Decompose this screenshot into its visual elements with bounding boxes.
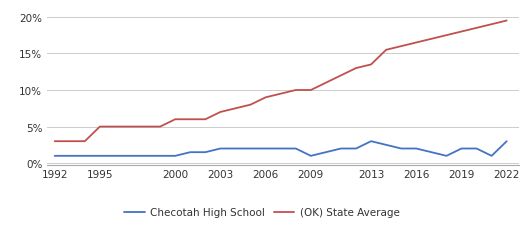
(OK) State Average <box>97 126 103 128</box>
Checotah High School <box>232 147 238 150</box>
Checotah High School <box>127 155 133 158</box>
Checotah High School <box>278 147 284 150</box>
Checotah High School <box>413 147 419 150</box>
Checotah High School <box>308 155 314 158</box>
Checotah High School <box>292 147 299 150</box>
(OK) State Average <box>473 27 479 30</box>
Checotah High School <box>368 140 374 143</box>
Checotah High School <box>338 147 344 150</box>
(OK) State Average <box>398 46 405 48</box>
(OK) State Average <box>247 104 254 106</box>
Checotah High School <box>67 155 73 158</box>
Checotah High School <box>488 155 495 158</box>
(OK) State Average <box>383 49 389 52</box>
(OK) State Average <box>217 111 224 114</box>
(OK) State Average <box>187 118 193 121</box>
(OK) State Average <box>142 126 148 128</box>
(OK) State Average <box>323 82 329 85</box>
(OK) State Average <box>172 118 178 121</box>
Checotah High School <box>187 151 193 154</box>
Checotah High School <box>443 155 450 158</box>
(OK) State Average <box>112 126 118 128</box>
Checotah High School <box>504 140 510 143</box>
Checotah High School <box>263 147 269 150</box>
Checotah High School <box>323 151 329 154</box>
Checotah High School <box>428 151 434 154</box>
Checotah High School <box>51 155 58 158</box>
(OK) State Average <box>413 42 419 45</box>
(OK) State Average <box>127 126 133 128</box>
Checotah High School <box>473 147 479 150</box>
(OK) State Average <box>458 31 465 34</box>
(OK) State Average <box>488 24 495 26</box>
Checotah High School <box>217 147 224 150</box>
(OK) State Average <box>504 20 510 23</box>
Checotah High School <box>97 155 103 158</box>
Checotah High School <box>112 155 118 158</box>
Checotah High School <box>247 147 254 150</box>
Checotah High School <box>82 155 88 158</box>
Checotah High School <box>172 155 178 158</box>
(OK) State Average <box>51 140 58 143</box>
Legend: Checotah High School, (OK) State Average: Checotah High School, (OK) State Average <box>120 203 404 221</box>
Line: (OK) State Average: (OK) State Average <box>54 22 507 142</box>
Checotah High School <box>458 147 465 150</box>
(OK) State Average <box>157 126 163 128</box>
(OK) State Average <box>232 107 238 110</box>
Checotah High School <box>202 151 209 154</box>
(OK) State Average <box>278 93 284 96</box>
(OK) State Average <box>308 89 314 92</box>
Checotah High School <box>142 155 148 158</box>
(OK) State Average <box>292 89 299 92</box>
(OK) State Average <box>428 38 434 41</box>
(OK) State Average <box>67 140 73 143</box>
Checotah High School <box>157 155 163 158</box>
Checotah High School <box>353 147 359 150</box>
(OK) State Average <box>443 35 450 37</box>
(OK) State Average <box>82 140 88 143</box>
Checotah High School <box>398 147 405 150</box>
Line: Checotah High School: Checotah High School <box>54 142 507 156</box>
Checotah High School <box>383 144 389 147</box>
(OK) State Average <box>263 96 269 99</box>
(OK) State Average <box>338 75 344 77</box>
(OK) State Average <box>202 118 209 121</box>
(OK) State Average <box>368 64 374 66</box>
(OK) State Average <box>353 67 359 70</box>
